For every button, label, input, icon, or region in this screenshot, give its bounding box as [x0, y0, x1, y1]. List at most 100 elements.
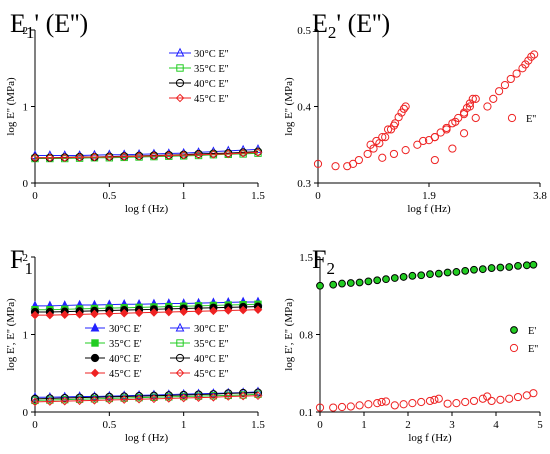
series-3	[30, 148, 263, 163]
y-tick-label: 0	[23, 407, 29, 419]
data-point	[390, 401, 399, 410]
legend-label: 45°C E''	[194, 94, 229, 105]
x-tick-label: 3	[449, 419, 455, 431]
data-point	[382, 275, 390, 284]
data-point	[149, 394, 159, 404]
data-point	[530, 50, 539, 59]
data-point	[381, 133, 390, 142]
panel-title-sub: 1	[26, 23, 35, 42]
data-point	[119, 395, 129, 404]
data-point	[390, 274, 399, 282]
legend-label: 40°C E''	[194, 79, 229, 90]
data-point	[149, 308, 159, 317]
x-axis-label: log f (Hz)	[125, 432, 169, 444]
data-point	[399, 104, 408, 113]
y-tick-label: 1.5	[299, 252, 313, 264]
data-point	[496, 263, 505, 272]
data-point	[514, 261, 522, 270]
data-point	[394, 113, 403, 122]
legend-marker	[90, 322, 100, 332]
x-tick-label: 0	[315, 190, 321, 202]
legend-marker	[507, 113, 517, 123]
data-point	[527, 52, 536, 61]
panel-title-main: F	[10, 245, 24, 274]
data-point	[316, 281, 324, 290]
data-point	[512, 69, 521, 78]
series-line	[35, 391, 259, 398]
data-point	[179, 307, 188, 316]
data-point	[461, 266, 470, 275]
data-point	[505, 394, 514, 403]
data-point	[471, 113, 480, 123]
data-point	[253, 391, 263, 401]
data-point	[238, 305, 248, 315]
data-point	[487, 396, 496, 406]
data-point	[90, 396, 99, 405]
data-point	[238, 148, 248, 158]
data-point	[223, 392, 233, 401]
data-point	[389, 121, 399, 130]
legend-marker	[176, 339, 184, 347]
data-point	[483, 392, 492, 401]
legend-marker	[175, 47, 185, 57]
panel-title-main: E	[10, 9, 26, 38]
legend-label: 35°C E''	[194, 64, 229, 75]
data-point	[75, 310, 84, 319]
legend-label: 40°C E'	[109, 354, 142, 365]
y-axis-label: log E'' (MPa)	[283, 77, 295, 136]
legend-label: 40°C E''	[194, 354, 229, 365]
data-point	[465, 99, 474, 108]
x-tick-label: 1	[181, 190, 187, 202]
panel-title-rest: ' (E'')	[336, 9, 390, 38]
legend-label: 35°C E'	[109, 339, 142, 350]
y-axis-label: log E'' (MPa)	[5, 77, 17, 136]
data-point	[253, 148, 263, 157]
data-point	[346, 402, 355, 411]
data-point	[30, 397, 40, 407]
data-point	[329, 280, 338, 289]
x-tick-label: 0	[317, 419, 323, 431]
y-tick-label: 0.3	[297, 178, 311, 190]
data-point	[425, 396, 435, 406]
series-1	[315, 389, 538, 412]
series-line	[34, 395, 259, 403]
data-point	[194, 149, 203, 159]
x-tick-label: 5	[537, 419, 543, 431]
series-0	[316, 260, 538, 290]
series-line	[34, 393, 259, 401]
data-point	[355, 278, 364, 287]
data-point	[381, 397, 391, 406]
data-point	[179, 150, 188, 160]
legend-label: 35°C E''	[194, 339, 229, 350]
data-point	[253, 147, 263, 156]
data-point	[355, 401, 364, 410]
data-point	[506, 74, 515, 84]
data-point	[451, 117, 460, 126]
panel-title-main: F	[312, 245, 326, 274]
legend-label: 30°C E''	[194, 49, 229, 60]
series-6	[30, 305, 263, 320]
data-point	[337, 402, 347, 412]
data-point	[399, 273, 408, 281]
x-tick-label: 0.5	[102, 190, 116, 202]
data-point	[470, 265, 478, 274]
data-point	[372, 136, 381, 146]
data-point	[389, 149, 399, 159]
data-point	[313, 159, 323, 168]
data-point	[30, 153, 40, 163]
legend-marker	[175, 368, 185, 378]
data-point	[364, 277, 373, 286]
data-point	[489, 94, 498, 103]
panel-title-sub: 2	[326, 259, 335, 278]
data-point	[500, 80, 510, 90]
legend-marker	[175, 353, 185, 363]
data-point	[90, 152, 99, 162]
legend-marker	[90, 353, 100, 363]
panel-title: E1' (E'')	[10, 9, 88, 42]
data-point	[448, 144, 457, 153]
data-point	[513, 392, 523, 402]
data-point	[468, 94, 477, 103]
x-tick-label: 1.9	[422, 190, 436, 202]
